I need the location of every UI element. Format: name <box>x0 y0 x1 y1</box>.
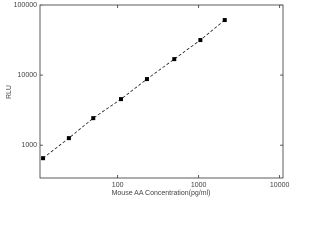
x-tick-label: 1000 <box>191 182 207 189</box>
point <box>119 97 123 102</box>
chart: Mouse AA Concentration(pg/ml) RLU 100 100… <box>6 2 290 197</box>
x-tick-label: 10000 <box>270 182 290 189</box>
point <box>222 18 227 23</box>
y-tick-label: 10000 <box>18 72 38 79</box>
point <box>172 57 177 62</box>
y-tick-label: 1000 <box>21 142 37 149</box>
fit-line <box>42 19 225 159</box>
page: Mouse AA Concentration(pg/ml) RLU 100 100… <box>5 1 290 197</box>
y-tick-label: 100000 <box>14 2 37 9</box>
point <box>198 38 203 43</box>
point <box>144 77 149 82</box>
x-axis-label: Mouse AA Concentration(pg/ml) <box>112 190 211 197</box>
point <box>91 116 96 121</box>
point <box>66 136 71 141</box>
plot-frame <box>39 4 284 179</box>
x-tick-label: 100 <box>112 182 124 189</box>
y-axis-label: RLU <box>6 85 13 99</box>
point <box>41 156 46 161</box>
